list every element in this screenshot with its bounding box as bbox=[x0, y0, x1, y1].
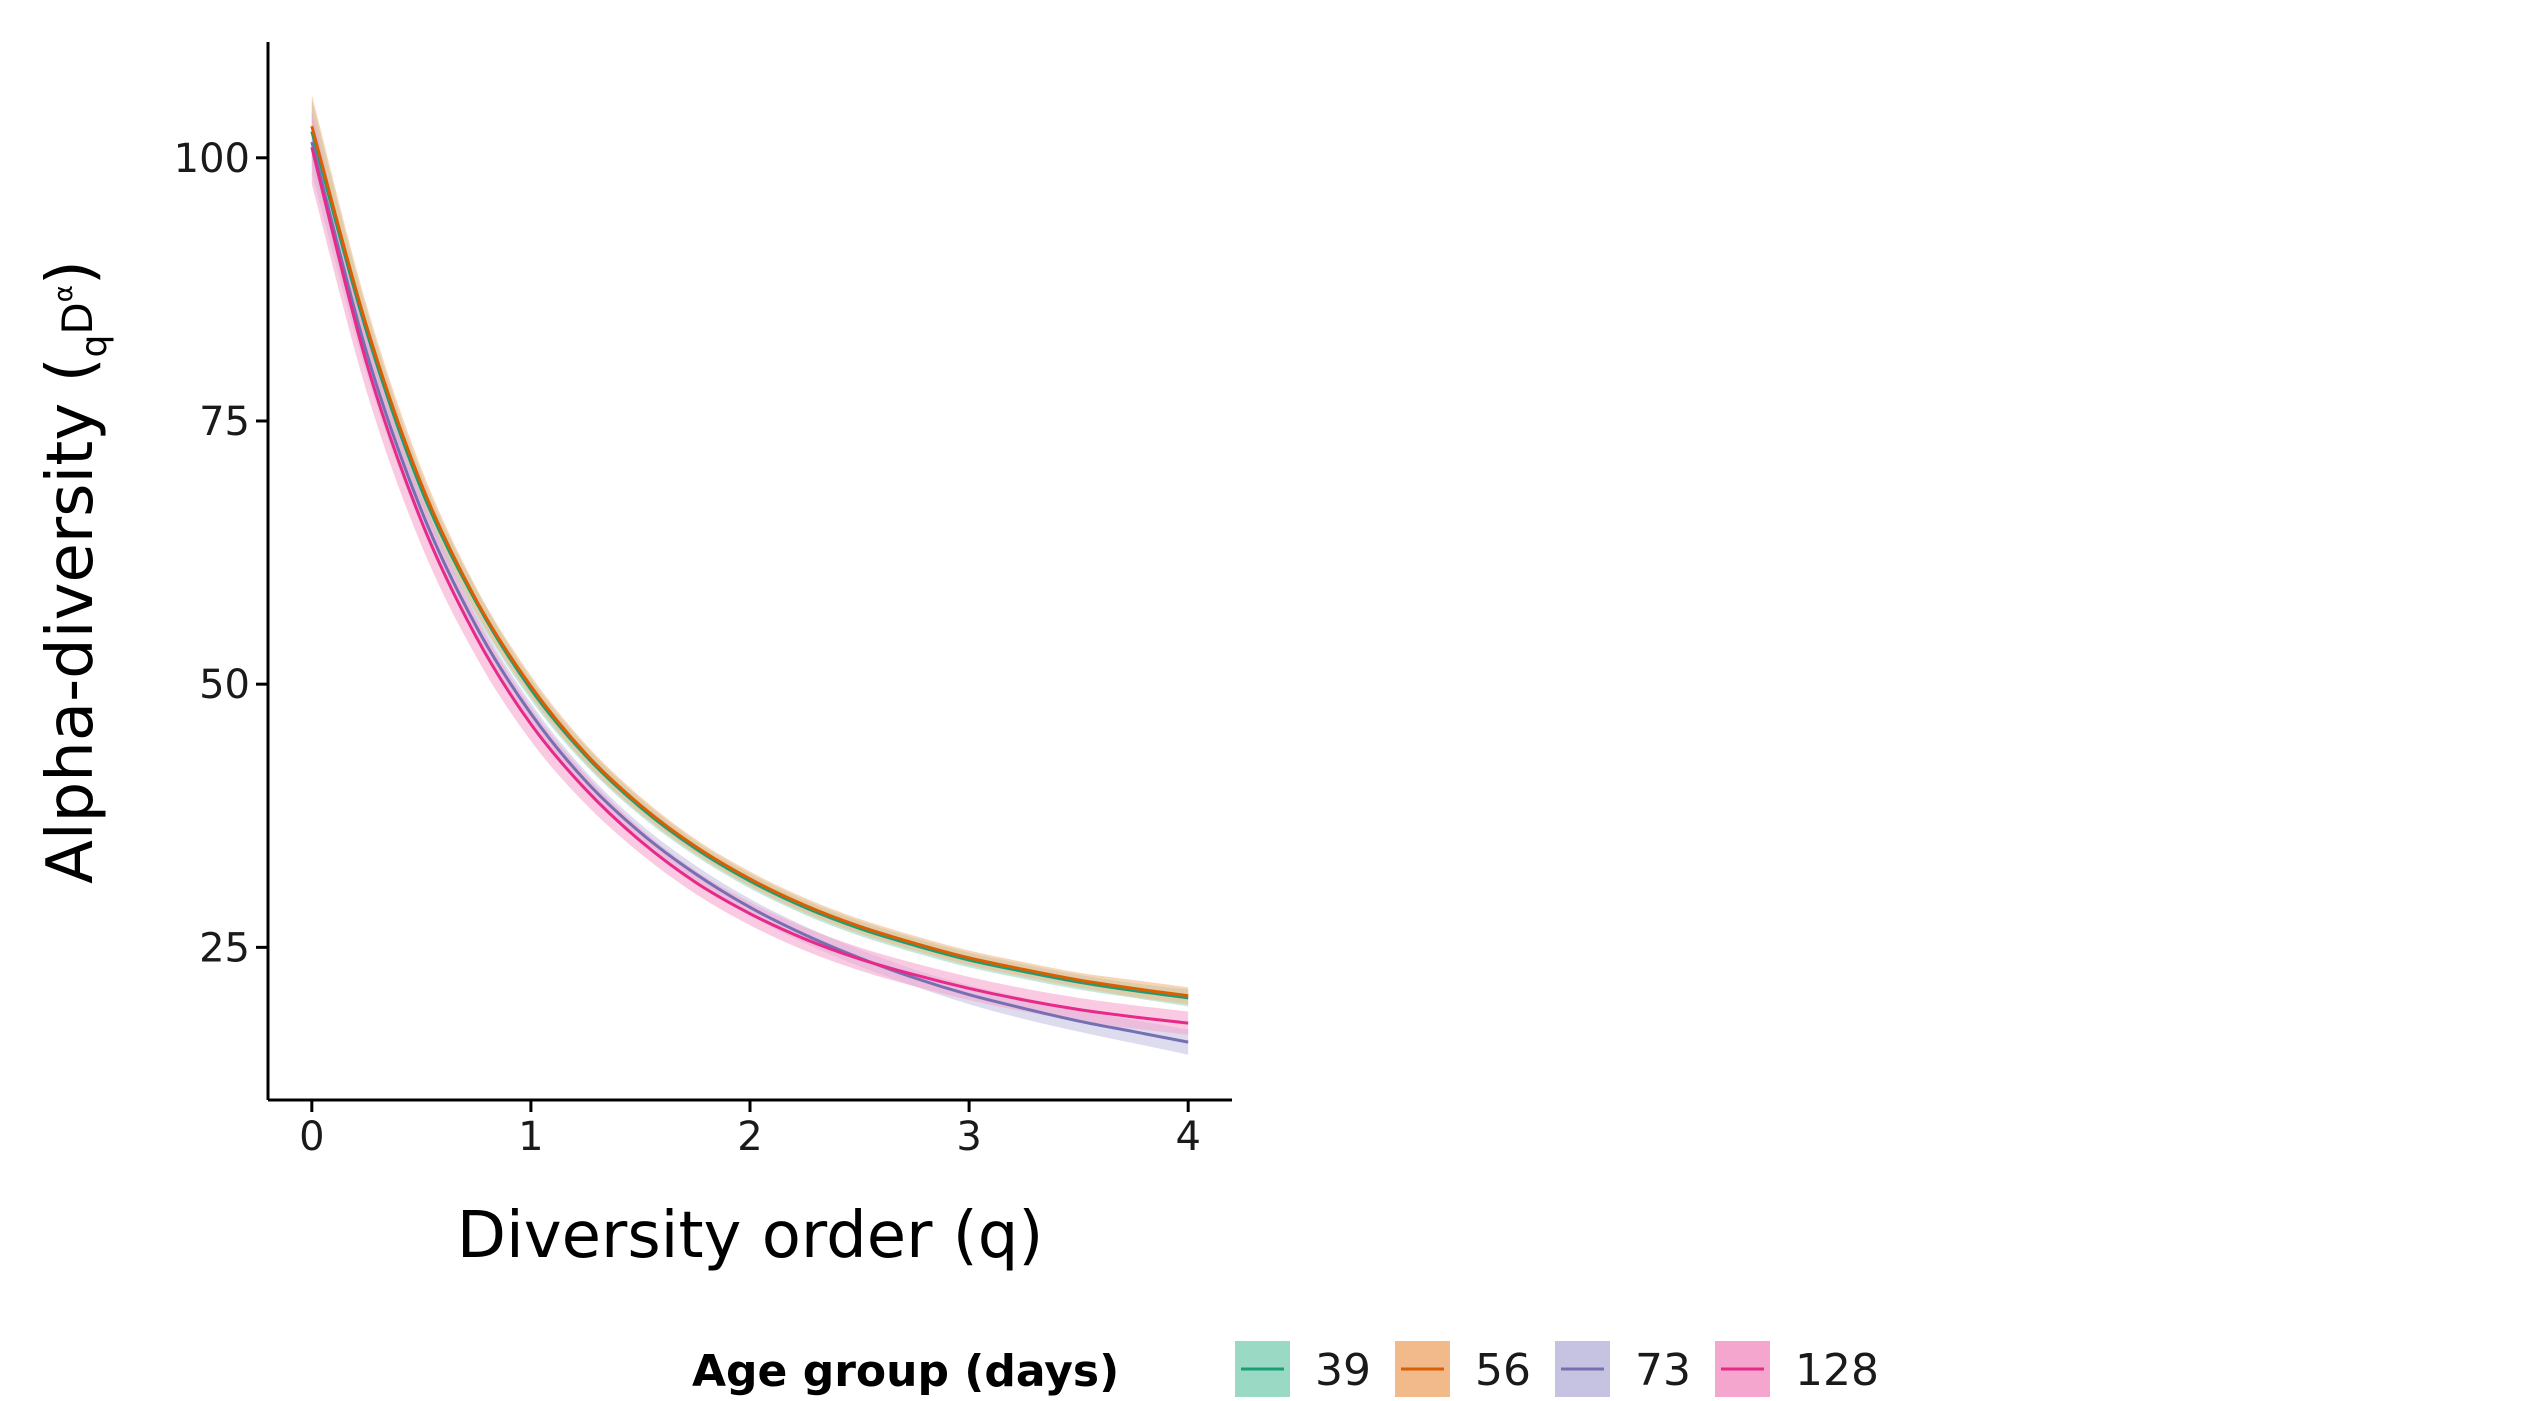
x-tick-label: 4 bbox=[1175, 1114, 1200, 1160]
y-tick-label: 25 bbox=[199, 925, 250, 971]
y-axis-title-base: D bbox=[53, 302, 102, 334]
y-tick-label: 100 bbox=[174, 136, 250, 182]
series-line-56 bbox=[310, 125, 1189, 998]
x-tick-label: 0 bbox=[299, 1114, 324, 1160]
plot-area bbox=[310, 94, 1189, 1055]
series-line-128 bbox=[310, 146, 1189, 1025]
x-tick-label: 3 bbox=[956, 1114, 981, 1160]
legend-label-39: 39 bbox=[1315, 1345, 1371, 1396]
y-axis-ticks: 25 50 75 100 bbox=[174, 136, 268, 971]
legend-item-56: 56 bbox=[1395, 1341, 1531, 1397]
legend-label-73: 73 bbox=[1635, 1345, 1691, 1396]
legend-item-73: 73 bbox=[1555, 1341, 1691, 1397]
y-axis-title-close: ) bbox=[34, 260, 108, 285]
y-axis-title-subscript: q bbox=[74, 335, 115, 358]
x-tick-label: 2 bbox=[737, 1114, 762, 1160]
legend-title: Age group (days) bbox=[692, 1346, 1119, 1397]
legend-label-56: 56 bbox=[1475, 1345, 1531, 1396]
legend-item-128: 128 bbox=[1715, 1341, 1879, 1397]
legend-item-39: 39 bbox=[1235, 1341, 1371, 1397]
y-axis-title: Alpha-diversity (qDα) bbox=[34, 260, 115, 884]
x-axis-title: Diversity order (q) bbox=[457, 1199, 1044, 1273]
y-axis-title-superscript: α bbox=[49, 285, 79, 302]
y-axis-title-main: Alpha-diversity ( bbox=[34, 357, 108, 883]
legend: Age group (days) 39 56 73 128 bbox=[692, 1341, 1879, 1397]
series-line-73 bbox=[310, 141, 1189, 1044]
x-tick-label: 1 bbox=[518, 1114, 543, 1160]
legend-label-128: 128 bbox=[1795, 1345, 1879, 1396]
y-tick-label: 75 bbox=[199, 399, 250, 445]
series-line-39 bbox=[310, 131, 1189, 1000]
x-axis-ticks: 0 1 2 3 4 bbox=[299, 1100, 1201, 1160]
y-tick-label: 50 bbox=[199, 662, 250, 708]
